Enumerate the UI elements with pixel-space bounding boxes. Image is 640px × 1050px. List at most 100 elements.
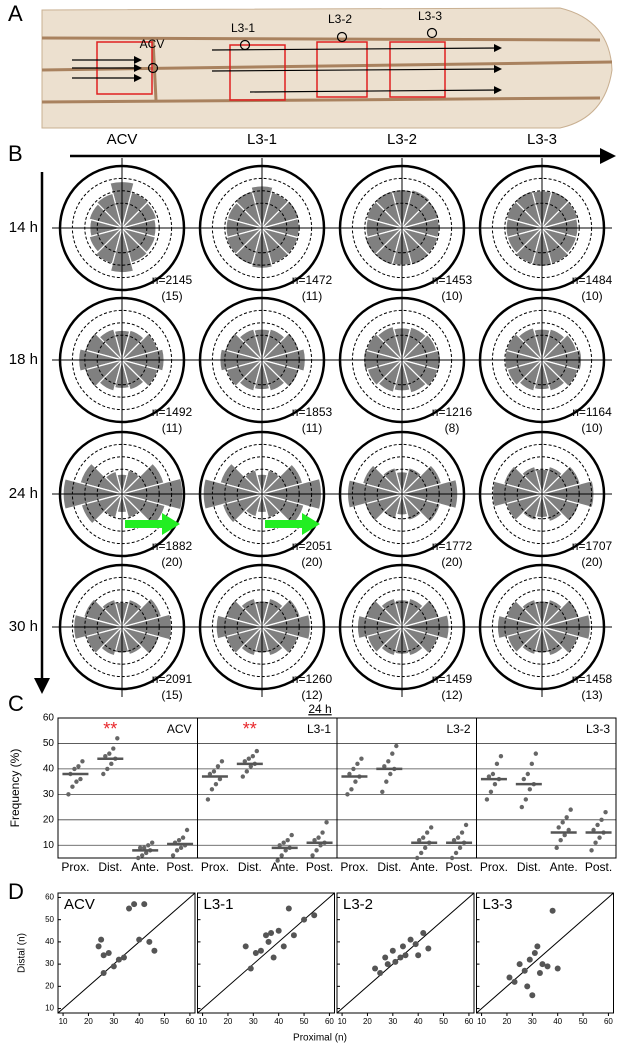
x-axis-label: Proximal (n): [293, 1033, 347, 1044]
wing-count: (20): [581, 555, 602, 569]
rose-petal: [380, 624, 404, 657]
x-tick-label: 30: [388, 1017, 397, 1026]
data-point: [136, 936, 143, 943]
green-arrows: [125, 513, 320, 535]
data-point: [593, 840, 598, 845]
x-tick-label: 50: [439, 1017, 448, 1026]
data-point: [414, 855, 420, 861]
data-point: [275, 927, 282, 934]
x-tick-label: 50: [160, 1017, 169, 1026]
rose-petal: [259, 226, 299, 256]
rose-petal: [399, 226, 439, 256]
panel-label: C: [8, 691, 24, 716]
x-tick-label: 60: [464, 1017, 473, 1026]
data-point: [486, 774, 492, 779]
data-point: [399, 943, 406, 950]
data-point: [359, 756, 364, 761]
wing-count: (13): [581, 688, 602, 702]
x-tick-label: 50: [579, 1017, 588, 1026]
wing-label: L3-1: [231, 21, 255, 35]
rose-petal: [518, 357, 544, 392]
rose-petal: [119, 332, 159, 362]
data-point: [109, 761, 114, 767]
data-point: [539, 961, 546, 968]
rose-petal: [95, 192, 124, 231]
sample-size: n=2145: [152, 273, 193, 287]
x-tick-label: Dist.: [98, 860, 122, 874]
data-point: [562, 832, 567, 838]
panel-label: A: [8, 1, 23, 26]
data-point: [412, 941, 419, 948]
data-point: [554, 965, 561, 972]
wing-count: (8): [445, 421, 460, 435]
rose-petal: [400, 188, 431, 231]
x-tick-label: 10: [477, 1017, 486, 1026]
x-tick-label: Post.: [306, 860, 333, 874]
data-point: [141, 845, 147, 851]
data-point: [215, 764, 221, 769]
x-tick-label: 10: [59, 1017, 68, 1026]
rose-petal: [399, 598, 440, 629]
rose-petal: [260, 328, 286, 363]
data-point: [529, 992, 536, 999]
data-point: [74, 779, 79, 784]
data-point: [103, 753, 108, 759]
x-tick-label: Ante.: [410, 860, 438, 874]
wing-label: L3-3: [418, 9, 442, 23]
data-point: [98, 936, 105, 943]
x-tick-label: Dist.: [377, 860, 401, 874]
data-point: [416, 837, 422, 843]
data-point: [536, 970, 543, 976]
rose-petal: [539, 598, 580, 629]
sample-size: n=1216: [432, 405, 473, 419]
y-tick-label: 20: [45, 981, 54, 990]
data-point: [589, 848, 594, 853]
data-point: [506, 974, 513, 981]
wing-count: (15): [161, 289, 182, 303]
data-point: [428, 825, 434, 830]
wing-count: (11): [302, 289, 322, 303]
data-point: [66, 792, 71, 797]
data-point: [219, 759, 225, 764]
y-tick-label: 60: [43, 713, 55, 724]
data-point: [384, 779, 389, 784]
data-point: [100, 952, 107, 959]
data-point: [425, 945, 432, 952]
y-tick-label: 30: [45, 959, 54, 968]
subplot-frame: [57, 717, 198, 859]
position-markers: [147, 27, 438, 74]
data-point: [107, 751, 112, 756]
panel-label: D: [8, 879, 24, 904]
data-point: [490, 771, 496, 777]
rose-petal: [513, 190, 544, 231]
data-point: [248, 764, 254, 769]
data-point: [484, 797, 490, 802]
data-point: [531, 950, 538, 956]
subplot-label: L3-1: [307, 722, 331, 736]
data-point: [100, 970, 107, 976]
data-point: [521, 776, 527, 782]
data-point: [145, 843, 151, 848]
data-point: [277, 843, 282, 848]
x-tick-label: Ante.: [131, 860, 159, 874]
rose-petal: [540, 598, 564, 630]
data-point: [146, 938, 153, 945]
x-tick-label: Dist.: [517, 860, 541, 874]
identity-line: [57, 892, 196, 1014]
data-point: [494, 761, 500, 767]
rose-petal: [260, 597, 284, 630]
data-point: [242, 759, 248, 764]
rose-petal: [366, 625, 405, 654]
rose-petal: [373, 225, 404, 266]
data-point: [521, 967, 528, 974]
column-header: ACV: [107, 131, 138, 148]
data-point: [170, 853, 176, 858]
data-point: [280, 943, 287, 950]
wing-count: (11): [162, 421, 182, 435]
data-point: [135, 855, 141, 861]
subplot-frame: [336, 892, 475, 1014]
y-tick-label: 40: [43, 764, 55, 775]
x-tick-label: 10: [338, 1017, 347, 1026]
x-tick-label: 60: [325, 1017, 334, 1026]
rose-petal: [98, 357, 124, 392]
